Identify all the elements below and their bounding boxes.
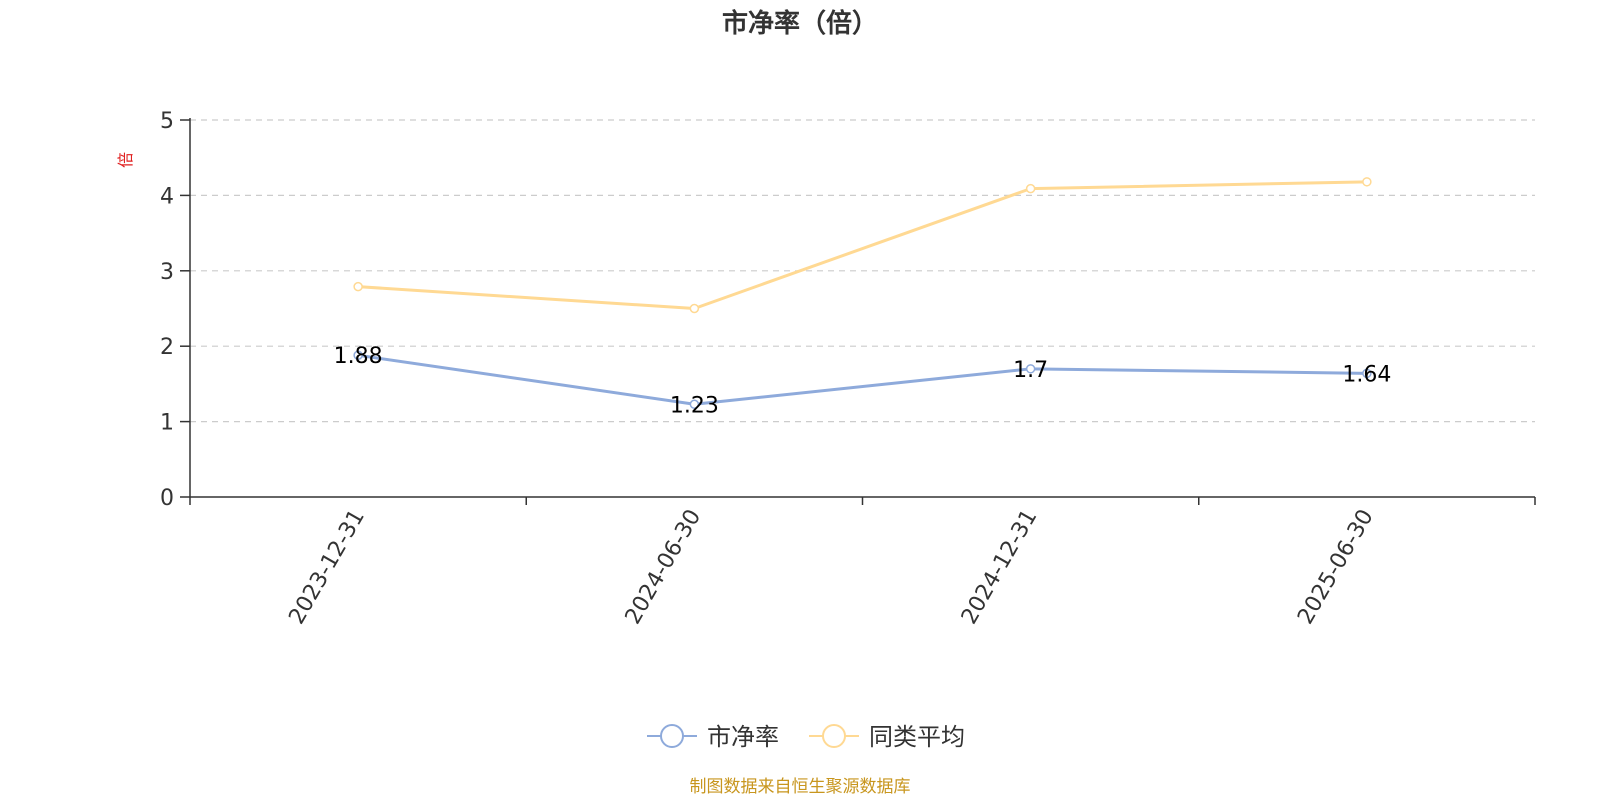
series-同类平均 [353,177,1372,314]
legend[interactable]: 市净率 同类平均 [647,723,965,751]
y-tick-label: 4 [160,184,174,209]
y-tick-label: 1 [160,411,174,436]
legend-label: 市净率 [707,723,779,751]
series-line [357,353,1367,406]
data-label: 1.7 [1013,358,1048,383]
legend-marker [660,724,684,748]
x-tick-label: 2024-12-31 [957,505,1043,628]
gridlines [190,119,1535,423]
data-point [1025,183,1036,194]
data-point [353,281,363,292]
y-tick-label: 5 [160,109,174,134]
data-point [353,350,363,360]
x-tick-labels: 2023-12-31 2024-06-30 2024-12-31 2025-06-30 [284,505,1378,628]
y-axis-label: 倍 [116,152,135,168]
y-tick-label: 2 [160,335,174,360]
legend-item[interactable]: 同类平均 [809,723,965,751]
data-point [689,399,700,410]
series-line [358,180,1367,310]
legend-label: 同类平均 [869,723,965,751]
chart-title: 市净率（倍） [722,8,878,39]
series-layer: 1.88 1.23 1.7 1.64 [334,177,1392,418]
data-point [689,303,700,314]
data-label: 1.64 [1342,362,1391,387]
data-label: 1.88 [334,344,383,369]
source-note: 制图数据来自恒生聚源数据库 [690,777,911,797]
x-tick-label: 2025-06-30 [1293,505,1379,628]
y-tick-label: 3 [160,260,174,285]
data-point [1362,368,1372,379]
legend-marker [822,724,846,748]
x-tick-label: 2024-06-30 [621,505,707,628]
series-市净率: 1.88 1.23 1.7 1.64 [334,344,1392,418]
legend-item[interactable]: 市净率 [647,723,779,751]
data-label: 1.23 [670,393,719,418]
x-tick-label: 2023-12-31 [284,505,370,628]
data-point [1025,364,1036,374]
y-tick-labels: 0 1 2 3 4 5 [160,109,174,511]
y-tick-label: 0 [160,486,174,511]
axes [180,118,1536,505]
data-point [1362,177,1372,187]
